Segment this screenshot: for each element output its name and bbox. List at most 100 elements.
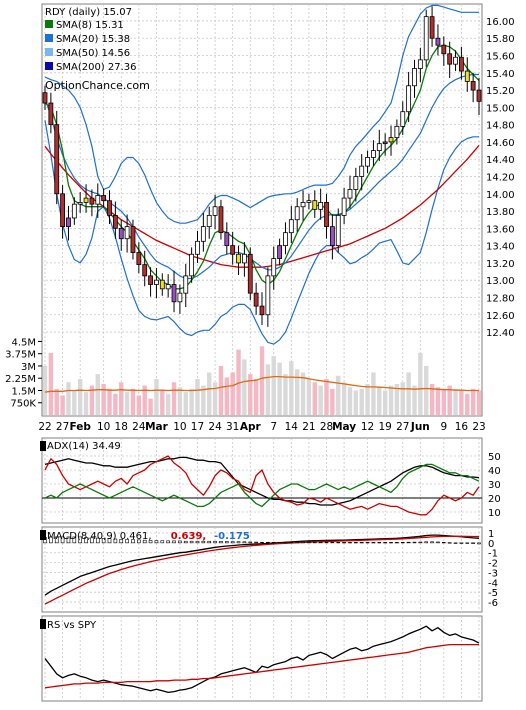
volume-bar [294,369,300,415]
macd-histogram-bar [289,541,294,544]
volume-tick-label: 3M [21,362,36,373]
volume-bar [306,379,312,415]
macd-histogram-bar [90,537,94,544]
candle-body [353,176,359,190]
x-tick-label: May [332,421,356,433]
candle-body [118,227,124,240]
candle-body [394,125,400,139]
candle-body [283,232,288,247]
candle-body [95,195,101,205]
macd-histogram-bar [230,541,235,544]
x-tick-label: 24 [208,421,222,433]
candle-body [71,203,77,219]
macd-label: 0.639, [171,531,206,542]
volume-bar [130,388,136,415]
macd-histogram-bar [66,536,71,544]
volume-bar [470,388,476,415]
macd-histogram-bar [471,542,475,544]
price-tick-label: 14.60 [486,138,515,149]
macd-histogram-bar [377,542,382,544]
indicator-series-line [44,534,480,596]
candle-body [423,16,429,61]
candle-body [294,206,300,221]
volume-bar [207,372,212,415]
candle-body [341,197,347,216]
legend-swatch [45,62,53,70]
candle-body [441,44,447,55]
volume-bar [171,382,177,415]
price-tick-label: 16.00 [486,17,515,28]
x-tick-label: 21 [302,421,315,433]
macd-histogram-bar [189,540,194,544]
candle-body [476,89,482,102]
price-tick-label: 13.60 [486,224,515,235]
macd-histogram-bar [301,541,305,544]
macd-histogram-bar [412,541,417,544]
candle-body [464,70,470,82]
macd-histogram-bar [160,540,165,544]
candle-body [230,245,236,255]
macd-histogram-bar [307,541,311,544]
candle-body [142,264,148,277]
x-tick-label: 9 [440,421,447,433]
volume-tick-label: 3.75M [5,350,36,361]
volume-bar [382,390,388,415]
candle-body [77,202,83,205]
legend-entry: SMA(200) 27.36 [56,62,137,73]
x-tick-label: 28 [320,421,333,433]
candle-body [312,200,318,210]
candle-body [206,214,212,228]
macd-histogram-bar [107,538,112,544]
volume-bar [435,387,441,415]
macd-histogram-bar [183,540,188,544]
macd-histogram-bar [225,541,229,544]
macd-histogram-bar [236,541,241,544]
candle-body [48,102,54,126]
macd-histogram-bar [348,542,352,544]
macd-histogram-bar [148,540,153,544]
candle-body [42,92,48,104]
volume-bar [365,383,370,415]
x-tick-label: 16 [455,421,469,433]
candle-body [101,195,107,202]
volume-bar [95,374,100,415]
candle-body [107,200,112,216]
candle-body [189,253,195,277]
volume-bar [447,385,452,415]
volume-bar [124,392,130,415]
macd-histogram-bar [342,542,346,544]
volume-bar [189,388,194,415]
volume-bar [107,388,112,415]
candle-body [359,165,365,177]
x-tick-label: 22 [38,421,51,433]
price-tick-label: 14.20 [486,173,515,184]
macd-histogram-bar [354,542,358,544]
indicator-series-line [44,456,480,506]
volume-bar [347,387,353,415]
volume-bar [201,385,206,415]
volume-average-line [44,375,479,393]
adx-title: ADX(14) 34.49 [47,441,121,452]
volume-bar [394,383,400,415]
price-tick-label: 15.20 [486,86,515,97]
macd-histogram-bar [172,540,176,544]
price-tick-label: 14.40 [486,155,515,166]
x-tick-label: 31 [226,421,239,433]
candle-body [83,197,89,203]
x-tick-label: 18 [115,421,128,433]
watermark-text: OptionChance.com [45,79,150,92]
price-tick-label: 15.40 [486,69,515,80]
macd-histogram-bar [54,536,59,544]
macd-histogram-bar [60,536,65,544]
macd-histogram-bar [219,541,223,544]
volume-bar [148,398,153,415]
indicator-series-line [44,643,479,689]
indicator-series-line [44,535,479,605]
macd-label: MACD(8,40,9) 0.461, [47,531,152,542]
indicator-series-line [44,455,480,516]
macd-histogram-bar [283,541,288,544]
volume-bar [377,387,382,415]
volume-bar [136,395,142,415]
candle-body [417,59,423,69]
macd-histogram-bar [260,541,264,544]
